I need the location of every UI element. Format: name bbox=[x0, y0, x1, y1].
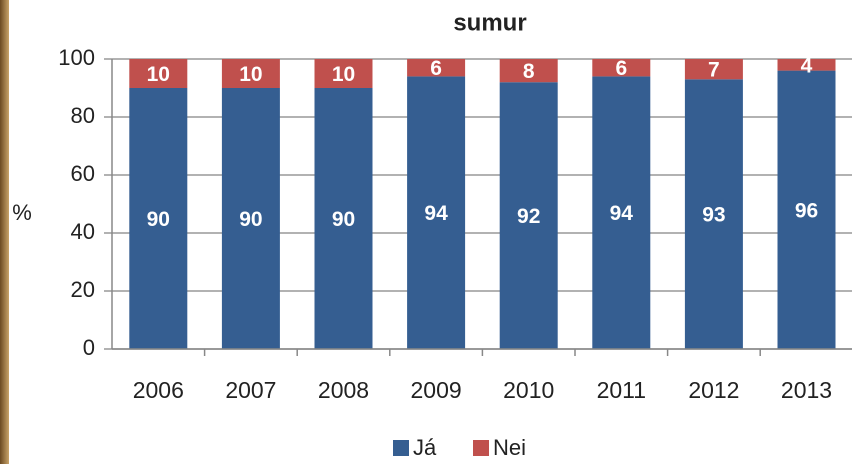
y-tick-label: 100 bbox=[58, 45, 95, 70]
x-tick-label: 2008 bbox=[318, 377, 369, 403]
value-label: 6 bbox=[615, 57, 627, 80]
y-tick-label: 0 bbox=[83, 335, 95, 360]
chart: sumur % 0 20 40 60 80 100 2006 90 10 2007 90 10 2008… bbox=[0, 0, 852, 464]
value-label: 94 bbox=[424, 202, 448, 225]
x-tick-label: 2006 bbox=[133, 377, 184, 403]
chart-title: sumur bbox=[453, 9, 526, 36]
y-axis-label: % bbox=[12, 200, 32, 225]
x-tick-label: 2007 bbox=[225, 377, 276, 403]
value-label: 94 bbox=[610, 202, 634, 225]
legend-label: Já bbox=[413, 435, 437, 460]
legend-swatch bbox=[473, 440, 489, 456]
value-label: 90 bbox=[239, 208, 262, 231]
y-tick-label: 60 bbox=[71, 161, 95, 186]
x-tick-label: 2009 bbox=[411, 377, 462, 403]
value-label: 10 bbox=[147, 63, 170, 86]
y-tick-label: 80 bbox=[71, 103, 95, 128]
value-label: 4 bbox=[801, 54, 813, 77]
value-label: 10 bbox=[332, 63, 355, 86]
value-label: 90 bbox=[147, 208, 170, 231]
value-label: 7 bbox=[708, 59, 720, 82]
y-tick-label: 20 bbox=[71, 277, 95, 302]
background-edge bbox=[0, 0, 9, 464]
x-tick-label: 2013 bbox=[781, 377, 832, 403]
legend-label: Nei bbox=[493, 435, 526, 460]
value-label: 6 bbox=[430, 57, 442, 80]
x-tick-label: 2012 bbox=[688, 377, 739, 403]
x-tick-label: 2011 bbox=[597, 377, 646, 403]
value-label: 92 bbox=[517, 205, 540, 228]
value-label: 8 bbox=[523, 60, 535, 83]
value-label: 10 bbox=[239, 63, 262, 86]
x-tick-label: 2010 bbox=[503, 377, 554, 403]
legend-swatch bbox=[393, 440, 409, 456]
value-label: 93 bbox=[702, 204, 725, 227]
y-tick-label: 40 bbox=[71, 219, 95, 244]
value-label: 90 bbox=[332, 208, 355, 231]
value-label: 96 bbox=[795, 199, 818, 222]
